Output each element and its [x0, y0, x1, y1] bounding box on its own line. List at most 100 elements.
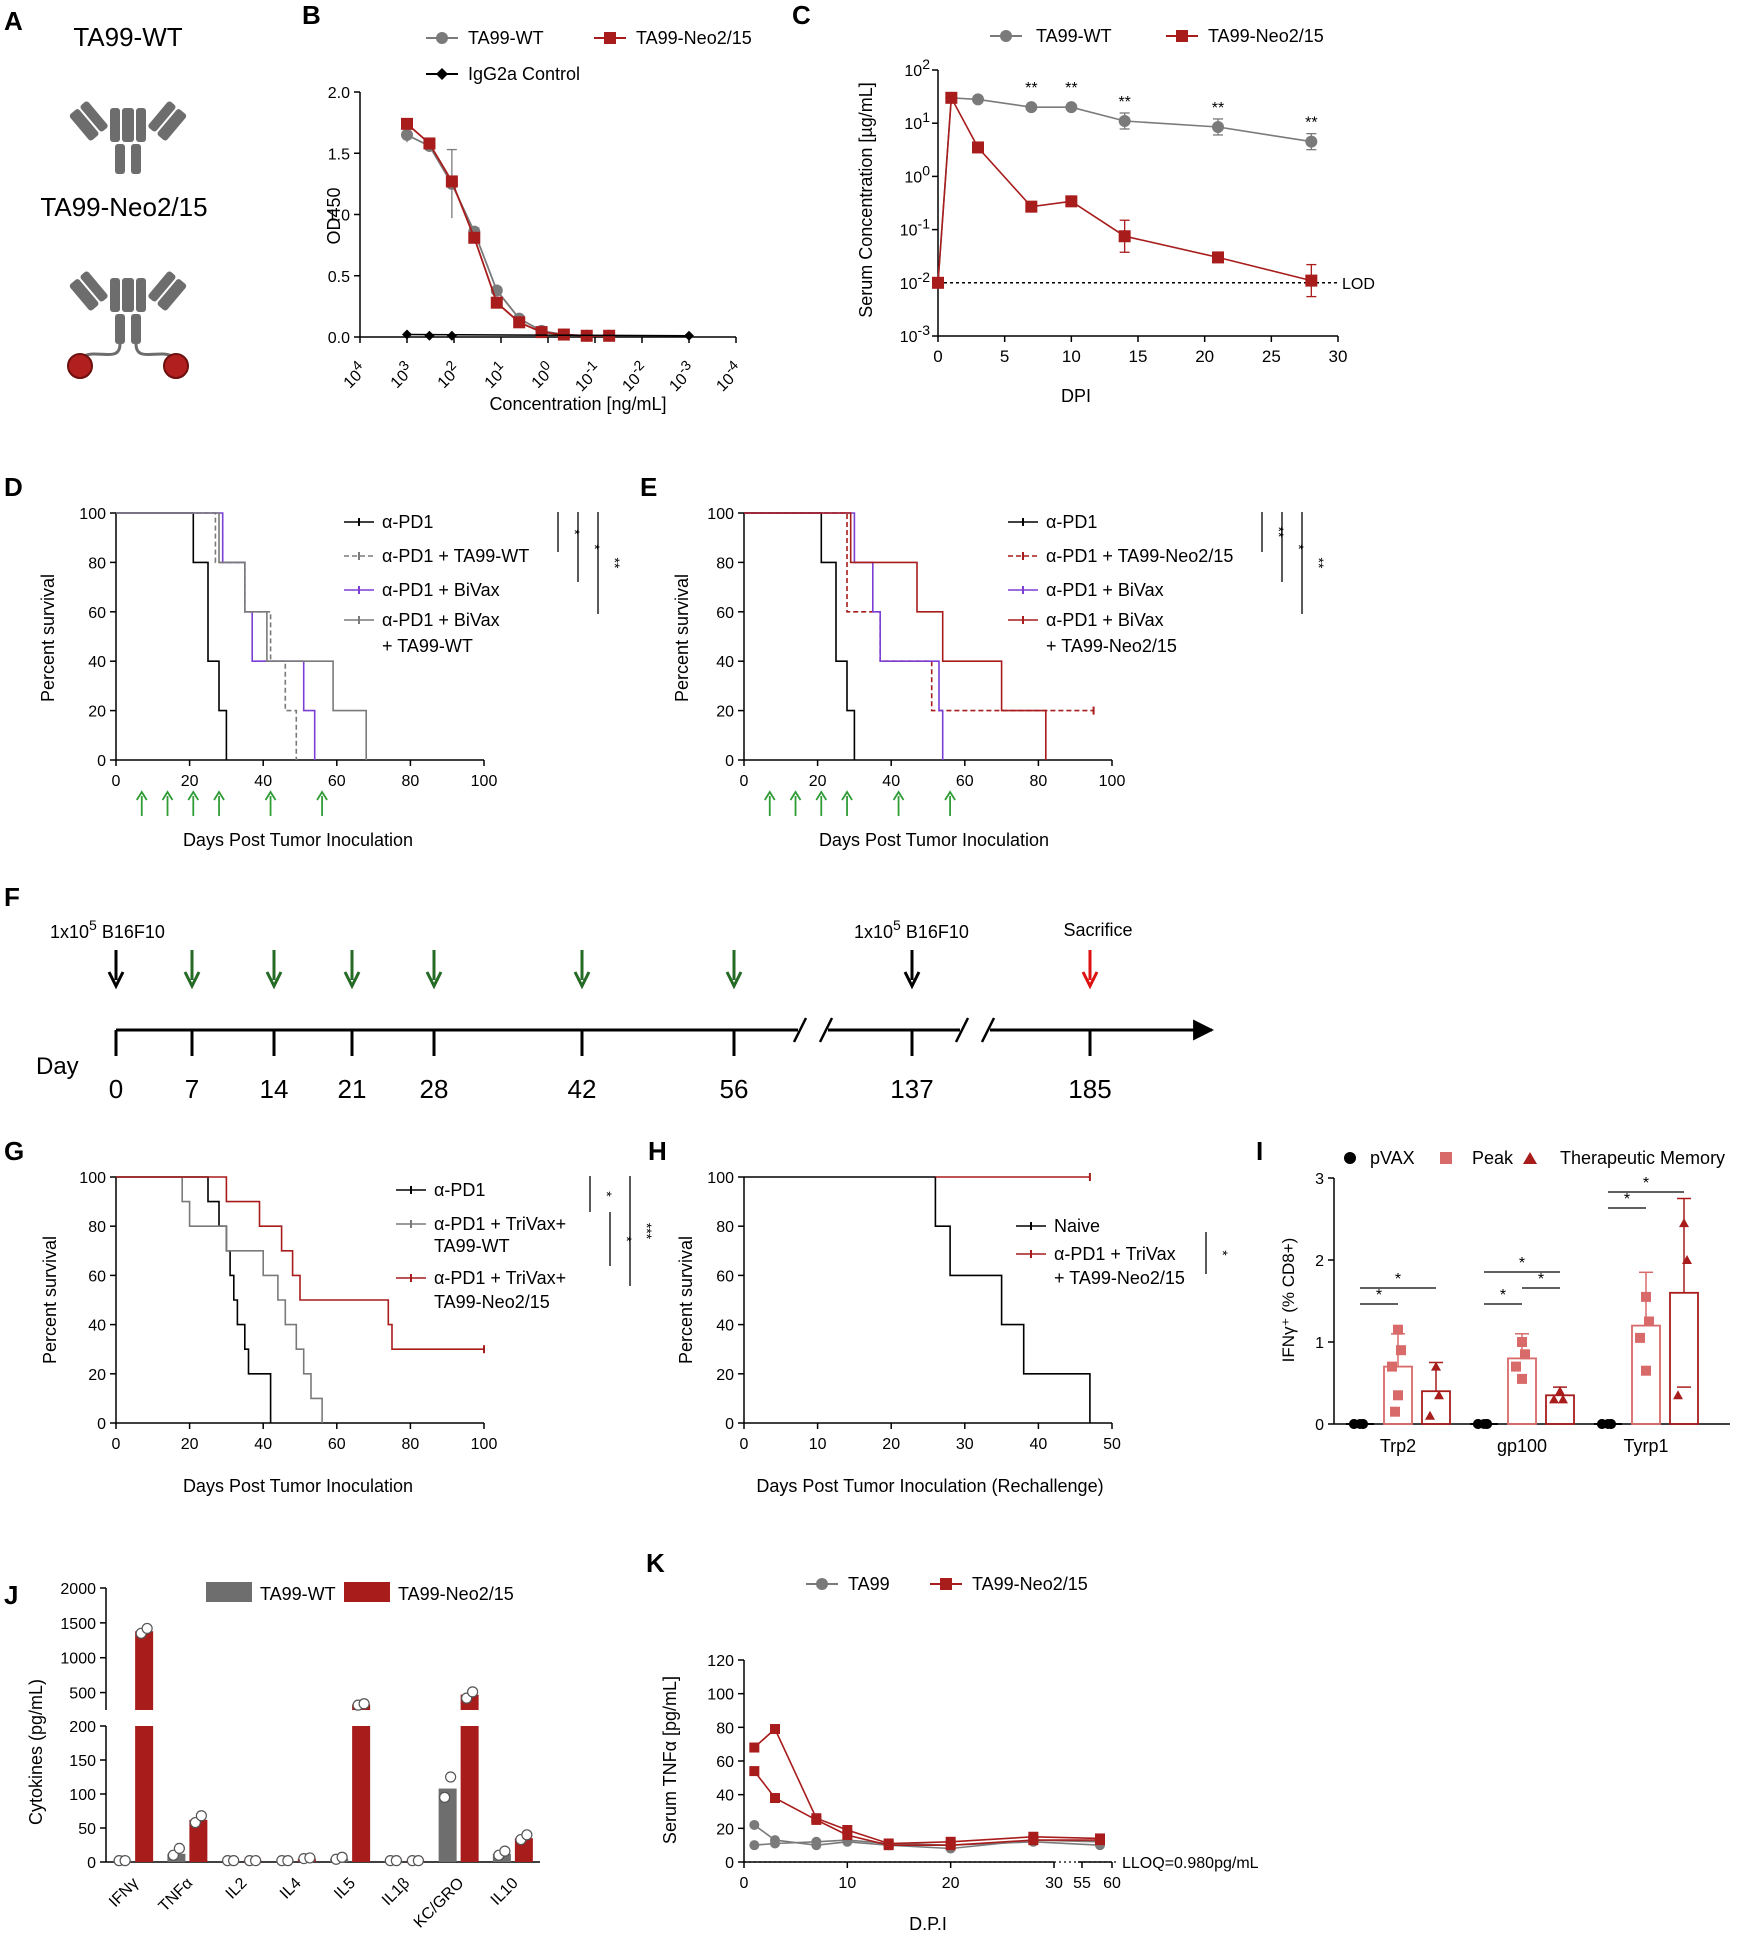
panel-f: F Day 1x105 B16F10 1x105 B16F10 Sacrific… [4, 882, 1215, 1104]
timeline-arrow-dose-7-head [183, 971, 201, 990]
surv-ytick-label: 40 [88, 1318, 106, 1335]
j-category-label: KC/GRO [411, 1875, 468, 1932]
k-point-1 [770, 1793, 780, 1804]
timeline-event-0: 1x105 B16F10 [50, 917, 165, 942]
j-point-0 [228, 1855, 240, 1867]
i-sig-star: * [1624, 1191, 1630, 1208]
legend-b-ta99-neo: TA99-Neo2/15 [636, 28, 752, 48]
legend-g-1b: TA99-WT [434, 1236, 510, 1256]
timeline-break-gap [960, 1022, 990, 1038]
b-xlabel: Concentration [ng/mL] [489, 394, 666, 414]
h-xlabel: Days Post Tumor Inoculation (Rechallenge… [756, 1476, 1103, 1496]
surv-xtick-label: 40 [882, 773, 900, 790]
timeline-break-mark [792, 1017, 808, 1043]
j-ytick-label: 2000 [60, 1581, 96, 1598]
b-point-1 [401, 117, 413, 130]
b-xtick-label: 10-4 [708, 357, 747, 396]
legend-c: TA99-WT TA99-Neo2/15 [990, 26, 1324, 46]
timeline-arrow-dose-28-head [425, 971, 443, 990]
b-ytick-label: 0.5 [328, 269, 350, 286]
panel-label-j: J [4, 1580, 18, 1610]
panelD-dose-arrowhead [264, 790, 277, 801]
i-point-0 [1349, 1419, 1359, 1429]
surv-xtick-label: 60 [328, 1436, 346, 1453]
timeline-day-42: 42 [568, 1074, 597, 1104]
legend-i-marker-peak [1440, 1152, 1452, 1164]
i-sig-star: * [1538, 1271, 1544, 1288]
surv-ytick-label: 40 [716, 1318, 734, 1335]
j-point-0 [445, 1771, 457, 1783]
b-point-2 [402, 329, 412, 340]
b-point-1 [535, 326, 548, 339]
c-point-0 [1212, 120, 1224, 133]
legend-c-ta99-neo: TA99-Neo2/15 [1208, 26, 1324, 46]
timeline-day-7: 7 [185, 1074, 199, 1104]
i-point-2 [1431, 1361, 1441, 1371]
antibody-fusion-icon [67, 271, 189, 379]
surv-ytick-label: 100 [707, 1170, 734, 1187]
surv-ytick-label: 60 [88, 1268, 106, 1285]
c-xtick-label: 5 [1000, 347, 1009, 366]
legend-j-wt: TA99-WT [260, 1584, 336, 1604]
j-ytick-label: 1000 [60, 1651, 96, 1668]
b-ytick-label: 1.0 [328, 208, 350, 225]
c-xtick-label: 30 [1329, 347, 1348, 366]
j-category-label: IL4 [277, 1875, 305, 1903]
k-line-1-1 [753, 1770, 1100, 1846]
k-line-0-1 [754, 1839, 1101, 1847]
legend-g: α-PD1 α-PD1 + TriVax+ TA99-WT α-PD1 + Tr… [434, 1180, 566, 1312]
j-point-0 [173, 1842, 185, 1855]
i-category-Trp2: Trp2 [1380, 1436, 1416, 1456]
surv-xtick-label: 30 [956, 1436, 974, 1453]
i-point-2 [1682, 1255, 1692, 1264]
j-point-1 [412, 1855, 424, 1867]
panelH-curve-0 [744, 1176, 1091, 1423]
c-sig-star: ** [1212, 100, 1224, 117]
panelD-sig-star: * [567, 529, 583, 535]
c-sig-star: ** [1118, 94, 1130, 111]
surv-xtick-label: 100 [471, 1436, 498, 1453]
i-point-0 [1482, 1419, 1492, 1429]
panel-i: I pVAX Peak Therapeutic Memory IFNγ⁺ (% … [1256, 1136, 1730, 1456]
j-point-0 [439, 1791, 451, 1804]
panelE-curve-2 [744, 512, 944, 760]
panel-label-a: A [4, 6, 23, 36]
c-xtick-label: 0 [933, 347, 942, 366]
legend-e-1: α-PD1 + TA99-Neo2/15 [1046, 546, 1233, 566]
legend-j-marker-wt [206, 1582, 252, 1602]
legend-b-igg: IgG2a Control [468, 64, 580, 84]
j-category-label: IL5 [331, 1875, 359, 1903]
j-point-0 [282, 1855, 294, 1867]
surv-ytick-label: 20 [88, 704, 106, 721]
j-ytick-label: 50 [78, 1821, 96, 1838]
timeline-event-137: 1x105 B16F10 [854, 917, 969, 942]
i-point-2 [1425, 1410, 1435, 1420]
b-point-0 [401, 128, 413, 141]
panelG-curve-2 [116, 1176, 484, 1350]
surv-ytick-label: 0 [97, 1416, 106, 1433]
surv-ytick-label: 100 [79, 1170, 106, 1187]
k-point-1 [1028, 1835, 1039, 1846]
c-sig-star: ** [1305, 115, 1317, 132]
surv-xtick-label: 40 [254, 1436, 272, 1453]
k-ytick-label: 120 [707, 1653, 734, 1670]
legend-d-0: α-PD1 [382, 512, 433, 532]
panel-label-g: G [4, 1136, 24, 1166]
c-ytick-label: 101 [904, 109, 930, 133]
surv-ytick-label: 100 [79, 506, 106, 523]
i-bar-2-2 [1669, 1291, 1699, 1425]
panelD-dose-arrowhead [135, 790, 148, 801]
c-point-1 [945, 91, 958, 104]
panelD-dose-arrowhead [161, 790, 174, 801]
panelD-curve-0 [116, 512, 228, 760]
surv-xtick-label: 20 [809, 773, 827, 790]
legend-c-marker-neo [1176, 30, 1188, 42]
i-point-1 [1390, 1406, 1400, 1417]
i-bar-2-1 [1545, 1394, 1575, 1425]
k-point-0 [811, 1836, 822, 1847]
c-ytick-label: 10-1 [900, 216, 930, 240]
i-point-2 [1679, 1218, 1689, 1228]
i-sig-star: * [1500, 1287, 1506, 1304]
i-point-1 [1520, 1349, 1530, 1360]
surv-ytick-label: 0 [97, 753, 106, 770]
